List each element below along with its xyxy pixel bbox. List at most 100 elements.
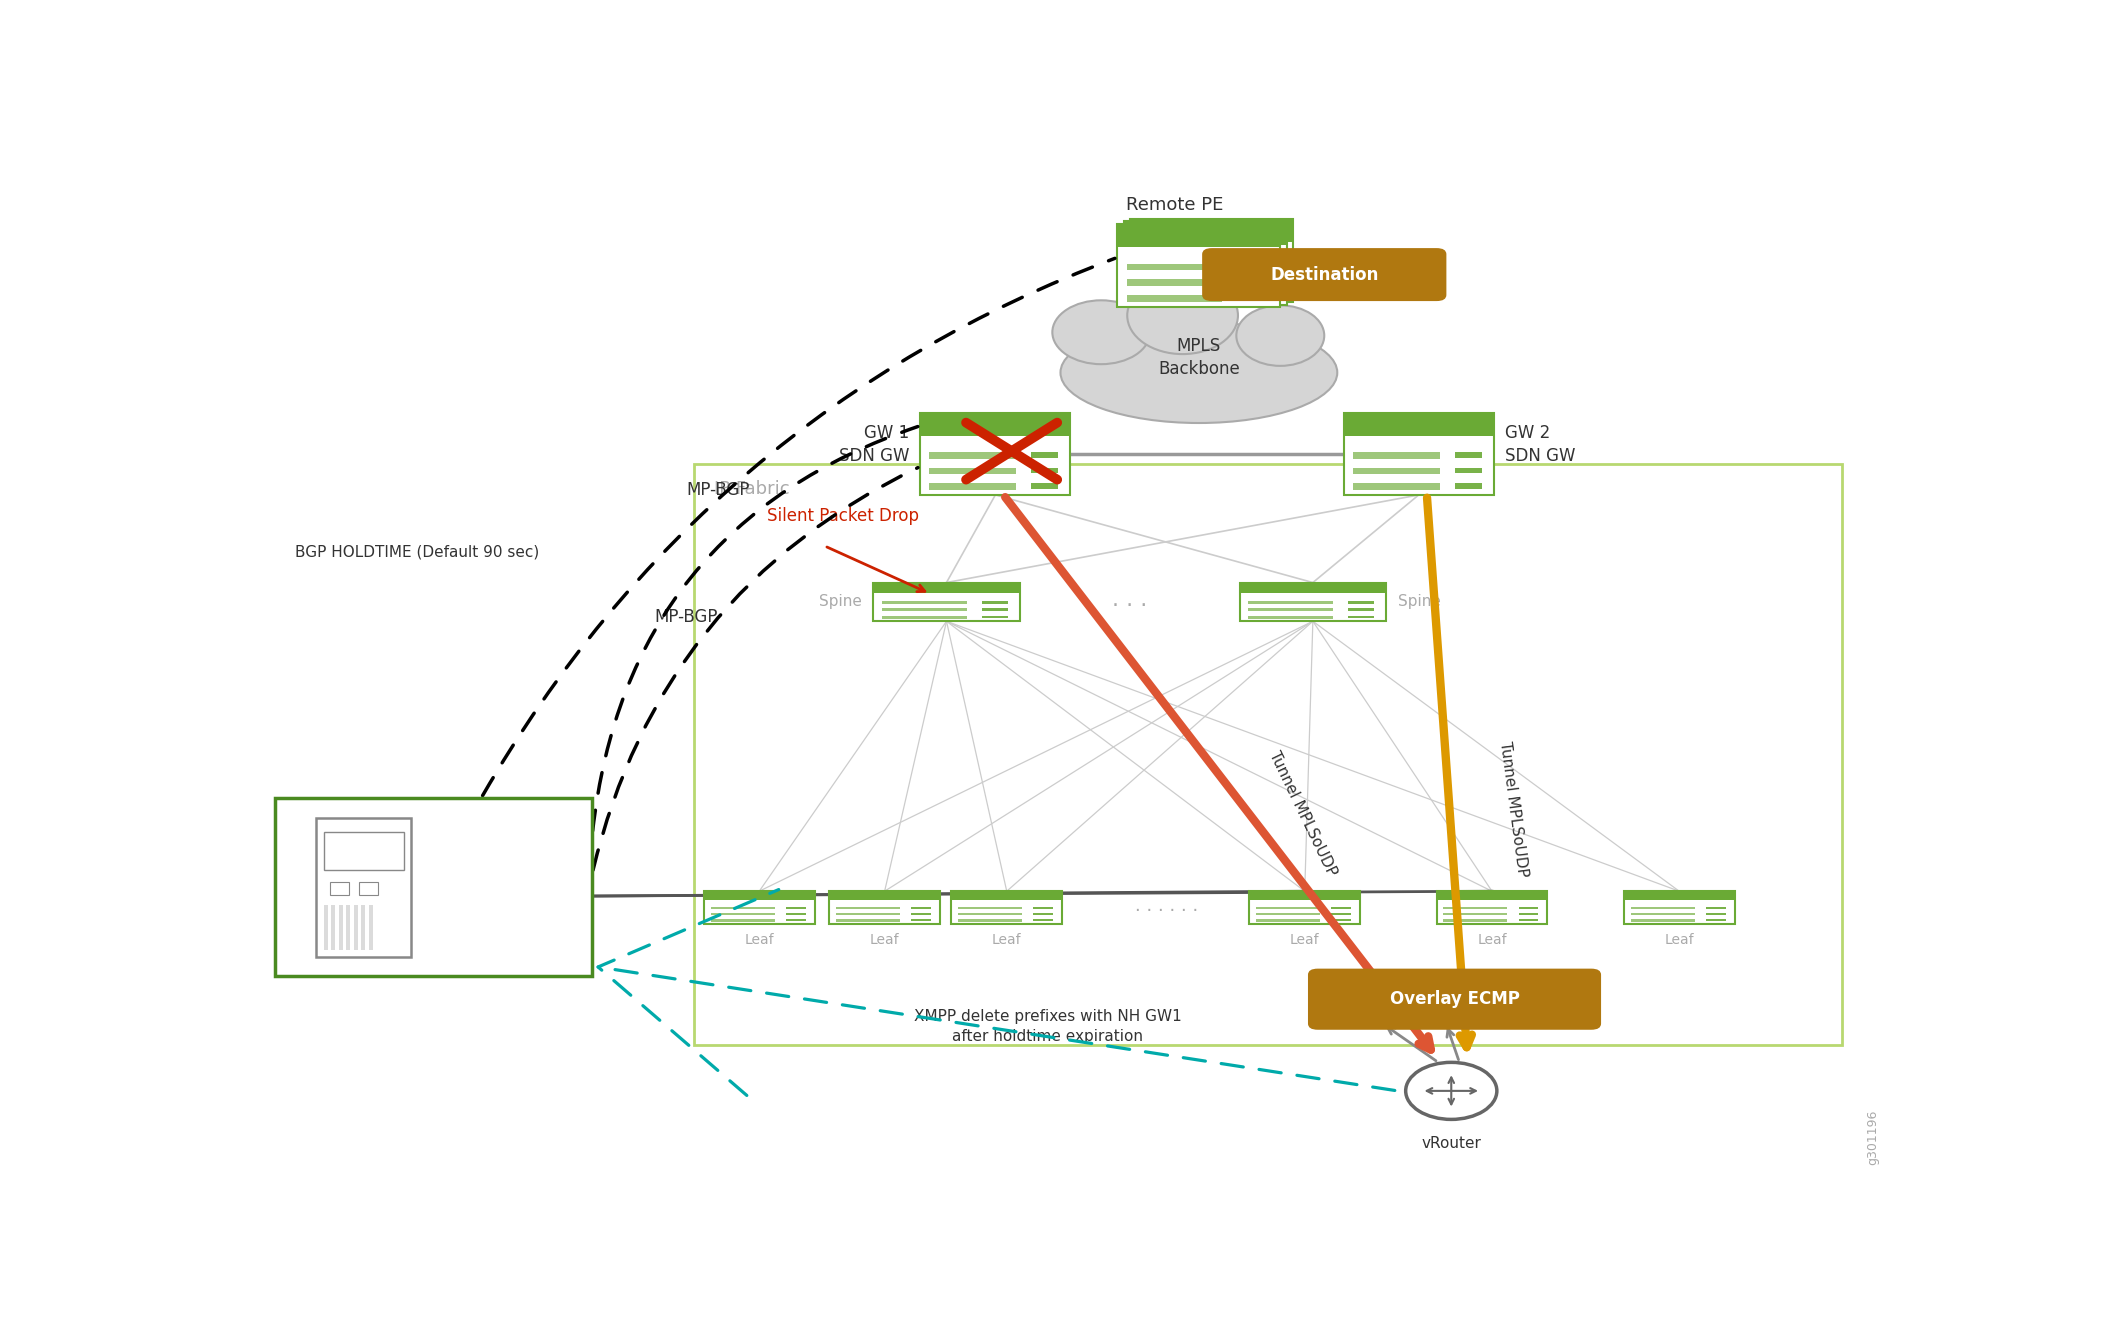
FancyBboxPatch shape	[1248, 609, 1334, 611]
FancyBboxPatch shape	[1202, 249, 1445, 302]
FancyBboxPatch shape	[1240, 582, 1387, 622]
Text: BGP HOLDTIME (Default 90 sec): BGP HOLDTIME (Default 90 sec)	[294, 544, 540, 560]
FancyBboxPatch shape	[1437, 892, 1546, 901]
FancyBboxPatch shape	[1237, 263, 1267, 270]
FancyBboxPatch shape	[1128, 295, 1221, 302]
Text: Leaf: Leaf	[744, 933, 773, 947]
FancyBboxPatch shape	[353, 905, 357, 950]
FancyBboxPatch shape	[958, 913, 1023, 916]
FancyBboxPatch shape	[1124, 221, 1286, 304]
FancyBboxPatch shape	[1349, 609, 1374, 611]
FancyBboxPatch shape	[952, 892, 1063, 901]
FancyBboxPatch shape	[1349, 601, 1374, 603]
FancyBboxPatch shape	[1135, 261, 1229, 267]
FancyBboxPatch shape	[1034, 919, 1053, 921]
Text: Destination: Destination	[1271, 266, 1378, 283]
FancyBboxPatch shape	[1349, 615, 1374, 618]
FancyBboxPatch shape	[704, 892, 815, 923]
FancyBboxPatch shape	[1240, 582, 1387, 594]
Text: Spine: Spine	[1397, 594, 1441, 610]
FancyBboxPatch shape	[1250, 892, 1359, 901]
Ellipse shape	[1061, 323, 1338, 423]
Text: Leaf: Leaf	[1664, 933, 1693, 947]
FancyBboxPatch shape	[347, 905, 351, 950]
FancyBboxPatch shape	[981, 601, 1008, 603]
Text: Overlay ECMP: Overlay ECMP	[1389, 990, 1519, 1008]
FancyBboxPatch shape	[958, 906, 1023, 909]
FancyBboxPatch shape	[920, 414, 1069, 495]
FancyBboxPatch shape	[1250, 892, 1359, 923]
Text: . . . . . .: . . . . . .	[1135, 897, 1198, 916]
Text: Spine: Spine	[819, 594, 861, 610]
Text: GW 1
SDN GW: GW 1 SDN GW	[838, 425, 910, 464]
FancyBboxPatch shape	[324, 832, 403, 871]
Text: MP-BGP: MP-BGP	[687, 482, 750, 499]
FancyBboxPatch shape	[952, 892, 1063, 923]
FancyBboxPatch shape	[1141, 290, 1235, 296]
Text: IP Fabric: IP Fabric	[714, 480, 790, 497]
FancyBboxPatch shape	[1345, 414, 1494, 437]
FancyBboxPatch shape	[1135, 277, 1229, 283]
FancyBboxPatch shape	[882, 609, 966, 611]
FancyBboxPatch shape	[786, 906, 807, 909]
FancyBboxPatch shape	[1630, 913, 1696, 916]
FancyBboxPatch shape	[786, 913, 807, 916]
FancyBboxPatch shape	[1248, 601, 1334, 605]
FancyBboxPatch shape	[1032, 483, 1059, 490]
FancyArrowPatch shape	[599, 889, 1395, 1095]
Text: Silent Packet Drop: Silent Packet Drop	[767, 508, 920, 525]
FancyBboxPatch shape	[1353, 483, 1439, 490]
FancyBboxPatch shape	[1141, 274, 1235, 280]
FancyBboxPatch shape	[1624, 892, 1735, 923]
FancyBboxPatch shape	[958, 919, 1023, 922]
FancyBboxPatch shape	[1454, 483, 1481, 490]
FancyBboxPatch shape	[275, 798, 592, 976]
FancyBboxPatch shape	[1256, 906, 1319, 909]
FancyBboxPatch shape	[786, 919, 807, 921]
FancyBboxPatch shape	[1244, 277, 1273, 283]
FancyBboxPatch shape	[368, 905, 372, 950]
FancyBboxPatch shape	[1032, 452, 1059, 458]
FancyArrowPatch shape	[483, 258, 1116, 795]
FancyBboxPatch shape	[1345, 414, 1494, 495]
Text: g301196: g301196	[1866, 1110, 1880, 1166]
FancyBboxPatch shape	[710, 906, 775, 909]
FancyBboxPatch shape	[912, 906, 931, 909]
FancyBboxPatch shape	[710, 919, 775, 922]
Ellipse shape	[1235, 306, 1324, 366]
FancyBboxPatch shape	[1454, 452, 1481, 458]
FancyBboxPatch shape	[1443, 906, 1509, 909]
FancyBboxPatch shape	[1353, 467, 1439, 474]
FancyBboxPatch shape	[830, 892, 939, 901]
FancyBboxPatch shape	[324, 905, 328, 950]
FancyArrowPatch shape	[592, 467, 918, 871]
FancyBboxPatch shape	[1256, 919, 1319, 922]
FancyBboxPatch shape	[1034, 913, 1053, 916]
FancyBboxPatch shape	[1250, 290, 1280, 296]
Text: VM Control Node: VM Control Node	[439, 878, 580, 896]
FancyBboxPatch shape	[359, 881, 378, 896]
FancyBboxPatch shape	[1332, 913, 1351, 916]
FancyBboxPatch shape	[1118, 224, 1280, 247]
FancyBboxPatch shape	[1141, 258, 1235, 265]
FancyBboxPatch shape	[1519, 919, 1538, 921]
FancyBboxPatch shape	[1454, 467, 1481, 474]
FancyBboxPatch shape	[981, 609, 1008, 611]
FancyBboxPatch shape	[830, 892, 939, 923]
FancyBboxPatch shape	[710, 913, 775, 916]
FancyBboxPatch shape	[1034, 906, 1053, 909]
FancyBboxPatch shape	[929, 483, 1017, 490]
FancyBboxPatch shape	[1250, 274, 1280, 280]
FancyBboxPatch shape	[332, 905, 336, 950]
FancyBboxPatch shape	[1128, 263, 1221, 270]
Ellipse shape	[1128, 277, 1237, 355]
Text: MP-BGP: MP-BGP	[653, 609, 719, 626]
FancyBboxPatch shape	[1237, 295, 1267, 302]
Text: vRouter: vRouter	[1422, 1135, 1481, 1151]
FancyBboxPatch shape	[836, 919, 899, 922]
FancyBboxPatch shape	[361, 905, 366, 950]
FancyBboxPatch shape	[874, 582, 1019, 594]
FancyBboxPatch shape	[1130, 218, 1294, 303]
FancyBboxPatch shape	[836, 913, 899, 916]
FancyBboxPatch shape	[981, 615, 1008, 618]
